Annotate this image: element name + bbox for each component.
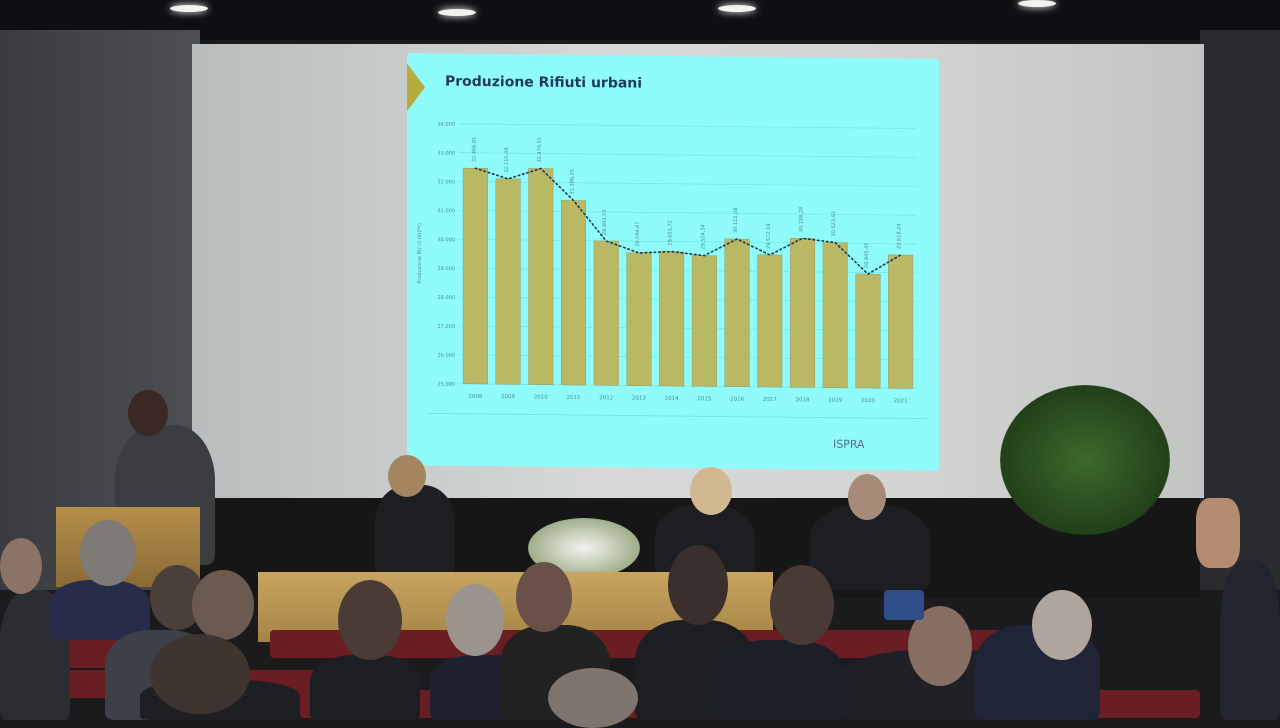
bar	[855, 273, 881, 389]
bar	[495, 178, 521, 385]
gridline	[459, 383, 917, 389]
gridline	[459, 354, 917, 361]
bar	[691, 255, 717, 387]
audience-head	[548, 668, 638, 728]
x-tick-label: 2010	[534, 395, 548, 401]
slide-divider	[427, 412, 927, 420]
data-label: 32.479,55	[537, 137, 543, 163]
data-label: 29.594,67	[635, 221, 641, 247]
data-label: 32.110,09	[504, 147, 510, 173]
projected-slide: Produzione Rifiuti urbani 25.000 26.000 27…	[407, 53, 939, 471]
y-tick-label: 34.000	[438, 122, 455, 128]
panelist-head	[690, 467, 732, 515]
gridline	[459, 123, 917, 129]
y-tick-label: 31.000	[438, 208, 455, 214]
gridline	[459, 325, 917, 332]
y-tick-label: 29.000	[438, 266, 455, 272]
x-tick-label: 2012	[599, 395, 613, 401]
panelist-head	[848, 474, 886, 520]
y-tick-label: 30.000	[438, 237, 455, 243]
bar	[757, 254, 783, 388]
bar	[888, 254, 914, 389]
y-tick-label: 27.000	[438, 324, 455, 330]
x-tick-label: 2009	[501, 394, 515, 400]
speaker-head	[128, 390, 168, 436]
x-tick-label: 2017	[763, 397, 777, 403]
x-tick-label: 2013	[632, 396, 646, 402]
ceiling-light	[718, 5, 756, 12]
x-tick-label: 2014	[665, 396, 679, 402]
gridline	[459, 210, 917, 216]
y-axis-label: Produzione RU (1.000*t)	[417, 223, 423, 284]
trend-line	[474, 167, 902, 276]
bar	[528, 168, 554, 385]
ceiling-light	[170, 5, 208, 12]
data-label: 30.158,28	[799, 207, 805, 233]
audience-head	[1032, 590, 1092, 660]
data-label: 29.524,34	[700, 224, 706, 250]
bar-chart: 25.000 26.000 27.000 28.000 29.000 30.000 31.0…	[417, 122, 927, 420]
bar	[560, 200, 587, 386]
audience-head	[150, 634, 250, 714]
x-tick-label: 2015	[697, 396, 711, 402]
x-tick-label: 2021	[894, 398, 908, 404]
smartphone	[884, 590, 924, 620]
bar	[626, 252, 652, 387]
x-tick-label: 2018	[796, 397, 810, 403]
right-wall	[1200, 30, 1280, 590]
gridline	[459, 238, 917, 245]
audience-head	[80, 520, 136, 586]
y-tick-label: 26.000	[438, 353, 455, 359]
bar	[822, 242, 848, 389]
data-label: 29.572,19	[766, 223, 772, 249]
data-label: 29.618,24	[897, 223, 903, 249]
data-label: 31.386,20	[570, 169, 576, 195]
audience-head	[192, 570, 254, 640]
audience-member	[1220, 560, 1280, 720]
panelist-head	[388, 455, 426, 497]
audience-head	[338, 580, 402, 660]
x-tick-label: 2008	[468, 394, 482, 400]
audience-head	[668, 545, 728, 625]
bar	[593, 240, 619, 386]
data-label: 30.023,03	[831, 211, 837, 237]
ceiling-light	[438, 9, 476, 16]
audience-head	[0, 538, 42, 594]
ispra-logo: ISPRA	[833, 437, 865, 452]
y-tick-label: 25.000	[438, 382, 455, 388]
y-tick-label: 33.000	[438, 150, 455, 156]
panelist	[375, 485, 455, 575]
gridline	[459, 181, 917, 187]
x-tick-label: 2020	[861, 398, 875, 404]
data-label: 29.993,53	[602, 210, 608, 236]
x-tick-label: 2019	[828, 398, 842, 404]
bar	[659, 251, 685, 387]
gridline	[459, 152, 917, 158]
ceiling	[0, 0, 1280, 40]
data-label: 30.112,08	[733, 207, 739, 233]
raised-hand	[1196, 498, 1240, 568]
audience-member	[715, 640, 845, 720]
y-tick-label: 28.000	[438, 295, 455, 301]
x-tick-label: 2011	[567, 395, 581, 401]
bar	[462, 167, 488, 385]
data-label: 29.651,72	[668, 220, 674, 246]
lemon-tree	[1000, 385, 1170, 535]
audience-head	[516, 562, 572, 632]
bar	[724, 238, 750, 388]
gridline	[459, 267, 917, 274]
ceiling-light	[1018, 0, 1056, 7]
audience-head	[770, 565, 834, 645]
x-tick-label: 2016	[730, 397, 744, 403]
bar	[789, 237, 816, 388]
audience-member	[50, 580, 150, 640]
data-label: 32.466,81	[471, 137, 477, 163]
data-label: 28.945,45	[864, 243, 870, 269]
audience-member	[310, 655, 420, 720]
y-tick-label: 32.000	[438, 179, 455, 185]
audience-head	[446, 584, 504, 656]
gridline	[459, 296, 917, 303]
